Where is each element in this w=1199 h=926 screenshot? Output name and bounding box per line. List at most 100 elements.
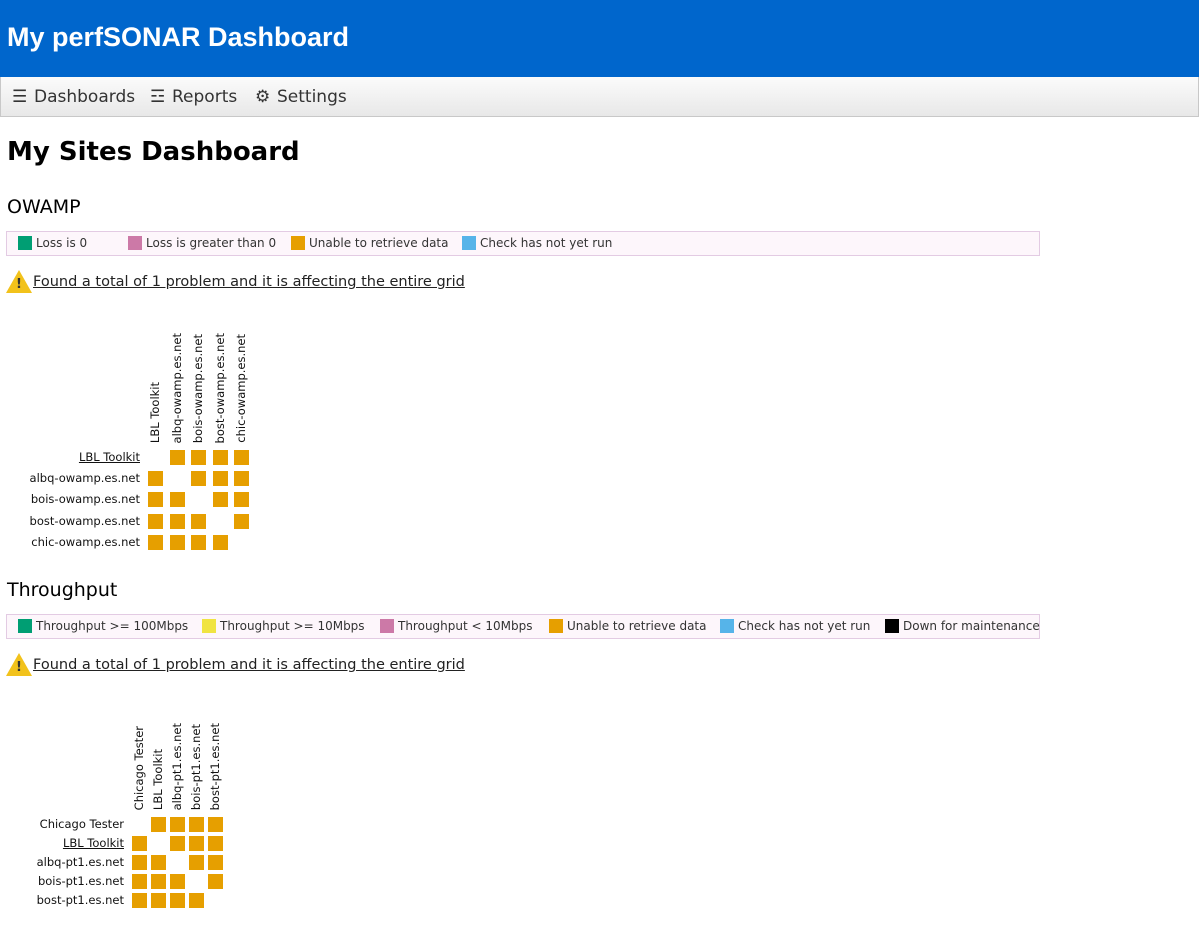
- legend-swatch: [549, 619, 563, 633]
- grid-cell[interactable]: [170, 492, 185, 507]
- grid-cell[interactable]: [189, 893, 204, 908]
- legend-label: Throughput >= 100Mbps: [36, 619, 189, 633]
- legend-swatch: [128, 236, 142, 250]
- grid-cell[interactable]: [191, 450, 206, 465]
- grid-cell[interactable]: [151, 855, 166, 870]
- grid-cell[interactable]: [234, 492, 249, 507]
- grid-cell[interactable]: [148, 514, 163, 529]
- grid-cell[interactable]: [191, 514, 206, 529]
- grid-cell[interactable]: [132, 893, 147, 908]
- legend-swatch: [462, 236, 476, 250]
- legend-swatch: [885, 619, 899, 633]
- page-title: My Sites Dashboard: [7, 137, 300, 167]
- grid-cell[interactable]: [191, 535, 206, 550]
- row-label: bost-owamp.es.net: [29, 514, 140, 528]
- grid-cell[interactable]: [208, 874, 223, 889]
- legend-swatch: [720, 619, 734, 633]
- column-label: bois-pt1.es.net: [189, 723, 203, 810]
- grid-cell[interactable]: [170, 836, 185, 851]
- row-label: albq-owamp.es.net: [29, 471, 140, 485]
- column-label: LBL Toolkit: [148, 381, 162, 443]
- grid-cell[interactable]: [170, 893, 185, 908]
- grid-cell[interactable]: [151, 893, 166, 908]
- column-label: bost-pt1.es.net: [208, 722, 222, 810]
- row-label: bost-pt1.es.net: [36, 893, 124, 907]
- nav-bar: [0, 77, 1199, 117]
- row-label: bois-owamp.es.net: [30, 492, 140, 506]
- grid-cell[interactable]: [170, 817, 185, 832]
- legend-label: Loss is 0: [36, 236, 88, 250]
- nav-link[interactable]: Settings: [277, 87, 347, 107]
- section-title: OWAMP: [7, 196, 81, 218]
- column-label: chic-owamp.es.net: [234, 334, 248, 443]
- alert-mark: !: [16, 660, 22, 675]
- grid-cell[interactable]: [234, 514, 249, 529]
- grid-cell[interactable]: [151, 874, 166, 889]
- column-label: albq-owamp.es.net: [170, 332, 184, 443]
- legend-swatch: [291, 236, 305, 250]
- column-label: bost-owamp.es.net: [213, 332, 227, 443]
- legend-swatch: [202, 619, 216, 633]
- grid-cell[interactable]: [234, 450, 249, 465]
- alert-link[interactable]: Found a total of 1 problem and it is aff…: [33, 274, 465, 290]
- grid-cell[interactable]: [208, 855, 223, 870]
- grid-cell[interactable]: [148, 471, 163, 486]
- grid-cell[interactable]: [132, 855, 147, 870]
- row-label: Chicago Tester: [39, 817, 124, 831]
- row-label: chic-owamp.es.net: [31, 535, 140, 549]
- nav-link[interactable]: Reports: [172, 87, 238, 107]
- legend-label: Down for maintenance: [903, 619, 1040, 633]
- grid-cell[interactable]: [213, 492, 228, 507]
- legend-swatch: [18, 236, 32, 250]
- app-title: My perfSONAR Dashboard: [7, 22, 350, 52]
- column-label: albq-pt1.es.net: [170, 722, 184, 810]
- grid-cell[interactable]: [148, 535, 163, 550]
- row-label[interactable]: LBL Toolkit: [62, 836, 124, 850]
- grid-cell[interactable]: [234, 471, 249, 486]
- legend-label: Unable to retrieve data: [567, 619, 707, 633]
- row-label: bois-pt1.es.net: [37, 874, 124, 888]
- grid-cell[interactable]: [148, 492, 163, 507]
- grid-cell[interactable]: [132, 874, 147, 889]
- alert-icon: [6, 270, 32, 293]
- grid-cell[interactable]: [189, 855, 204, 870]
- grid-cell[interactable]: [132, 836, 147, 851]
- legend-box: [6, 231, 1040, 256]
- legend-label: Unable to retrieve data: [309, 236, 449, 250]
- legend-label: Check has not yet run: [738, 619, 871, 633]
- grid-cell[interactable]: [170, 874, 185, 889]
- nav-icon: ☰: [12, 87, 28, 107]
- column-label: bois-owamp.es.net: [191, 333, 205, 443]
- grid-cell[interactable]: [213, 535, 228, 550]
- legend-label: Check has not yet run: [480, 236, 613, 250]
- alert-link[interactable]: Found a total of 1 problem and it is aff…: [33, 657, 465, 673]
- grid-cell[interactable]: [213, 471, 228, 486]
- grid-cell[interactable]: [170, 450, 185, 465]
- nav-icon: ☲: [150, 87, 166, 107]
- row-label: albq-pt1.es.net: [36, 855, 124, 869]
- grid-cell[interactable]: [170, 535, 185, 550]
- alert-icon: [6, 653, 32, 676]
- grid-cell[interactable]: [208, 836, 223, 851]
- column-label: LBL Toolkit: [151, 748, 165, 810]
- legend-label: Loss is greater than 0: [146, 236, 277, 250]
- row-label[interactable]: LBL Toolkit: [78, 450, 140, 464]
- legend-swatch: [380, 619, 394, 633]
- legend-label: Throughput < 10Mbps: [398, 619, 533, 633]
- section-title: Throughput: [7, 579, 118, 601]
- grid-cell[interactable]: [170, 514, 185, 529]
- column-label: Chicago Tester: [132, 725, 146, 810]
- grid-cell[interactable]: [191, 471, 206, 486]
- nav-icon: ⚙: [255, 87, 271, 107]
- grid-cell[interactable]: [213, 450, 228, 465]
- grid-cell[interactable]: [189, 817, 204, 832]
- nav-link[interactable]: Dashboards: [34, 87, 136, 107]
- grid-cell[interactable]: [208, 817, 223, 832]
- grid-cell[interactable]: [189, 836, 204, 851]
- header-bar: [0, 0, 1199, 77]
- legend-swatch: [18, 619, 32, 633]
- grid-cell[interactable]: [151, 817, 166, 832]
- legend-label: Throughput >= 10Mbps: [220, 619, 365, 633]
- alert-mark: !: [16, 277, 22, 292]
